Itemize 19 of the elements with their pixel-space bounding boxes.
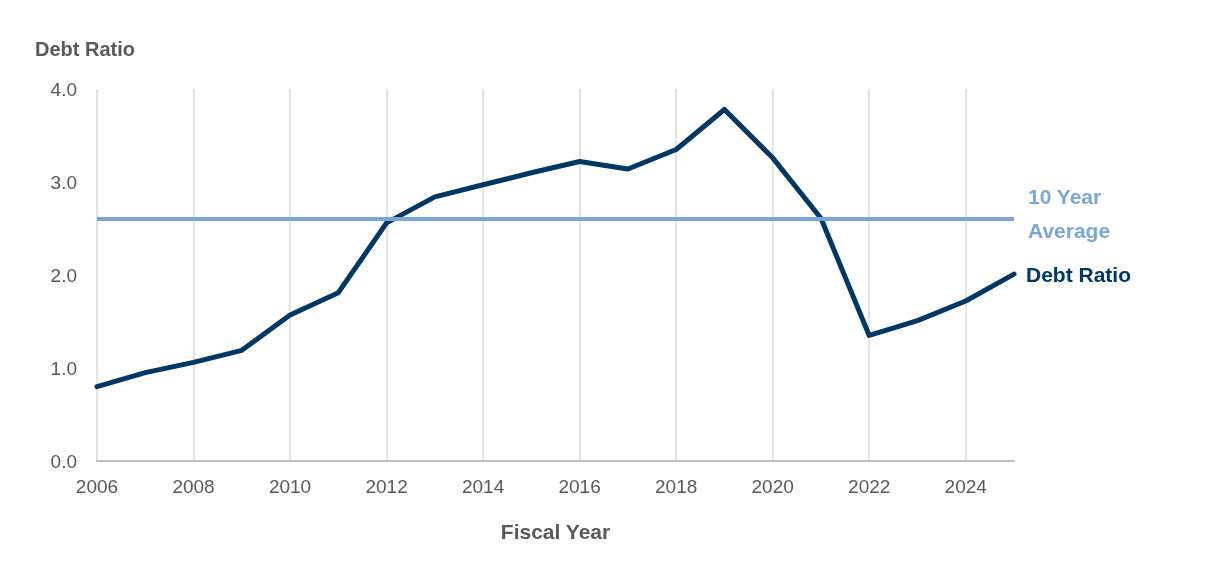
x-tick-label: 2020 xyxy=(751,476,794,497)
x-tick-label: 2006 xyxy=(75,476,119,497)
x-tick-label: 2024 xyxy=(944,476,988,497)
x-tick-label: 2014 xyxy=(461,476,505,497)
x-tick-label: 2012 xyxy=(365,476,408,497)
y-axis-title: Debt Ratio xyxy=(35,38,135,60)
x-axis-title: Fiscal Year xyxy=(500,520,611,543)
x-tick-label: 2010 xyxy=(268,476,312,497)
x-tick-label: 2022 xyxy=(848,476,891,497)
x-tick-label: 2018 xyxy=(655,476,698,497)
x-tick-label: 2008 xyxy=(172,476,215,497)
ref-line-label: 10 Year Average xyxy=(1028,184,1111,242)
x-tick-label: 2016 xyxy=(558,476,601,497)
y-tick-label: 0.0 xyxy=(50,450,77,472)
y-tick-label: 1.0 xyxy=(50,357,77,379)
y-tick-label: 4.0 xyxy=(50,78,77,100)
y-tick-label: 3.0 xyxy=(50,171,77,193)
y-tick-label: 2.0 xyxy=(50,264,77,286)
series-label: Debt Ratio xyxy=(1026,262,1131,286)
